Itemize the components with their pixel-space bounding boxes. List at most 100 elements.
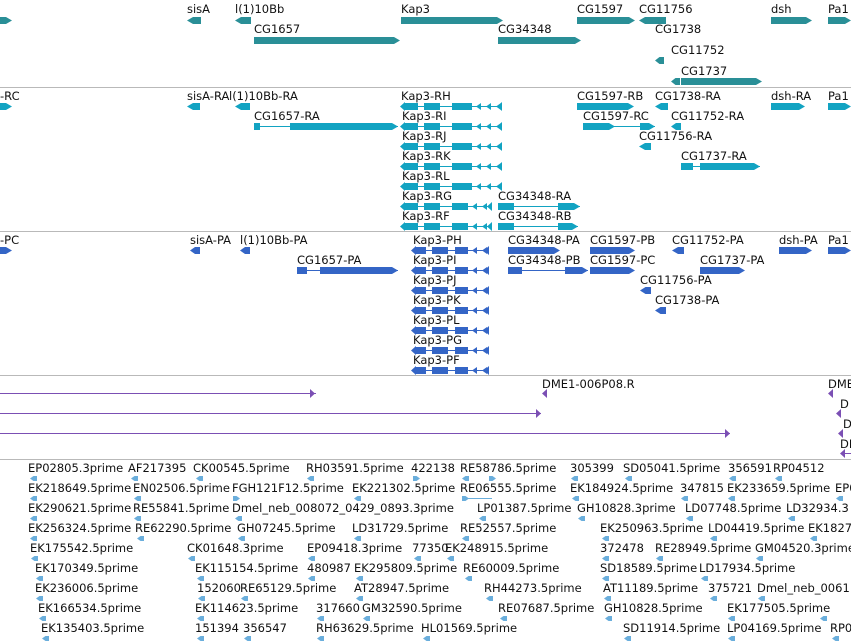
protein-glyph-start[interactable] xyxy=(411,366,416,375)
est-glyph[interactable] xyxy=(602,556,609,561)
est-glyph[interactable] xyxy=(238,536,245,541)
transcript-glyph-tick[interactable] xyxy=(476,163,481,170)
transcript-glyph-start[interactable] xyxy=(400,182,405,191)
protein-glyph-exon[interactable] xyxy=(416,247,426,254)
gene-glyph[interactable] xyxy=(639,17,666,24)
est-label[interactable]: EP09418.3prime xyxy=(307,541,403,555)
est-label[interactable]: LP01387.5prime xyxy=(477,501,572,515)
protein-label[interactable]: CG1597-PC xyxy=(590,253,656,267)
clone-glyph-end[interactable] xyxy=(836,409,841,418)
protein-label[interactable]: l(1)10Bb-PA xyxy=(240,233,308,247)
est-label[interactable]: RE06555.5prime xyxy=(460,481,557,495)
est-label[interactable]: RH63629.5prime xyxy=(316,621,414,635)
est-glyph[interactable] xyxy=(729,476,736,481)
est-label[interactable]: 151394 xyxy=(195,621,239,635)
est-label[interactable]: RE52557.5prime xyxy=(460,521,557,535)
est-glyph[interactable] xyxy=(604,596,611,601)
transcript-label[interactable]: dsh-RA xyxy=(771,89,812,103)
clone-label[interactable]: D xyxy=(840,397,849,411)
transcript-glyph-start[interactable] xyxy=(400,222,405,231)
est-label[interactable]: RE60009.5prime xyxy=(463,561,560,575)
est-glyph[interactable] xyxy=(36,576,43,581)
est-label[interactable]: RE62290.5prime xyxy=(135,521,232,535)
transcript-glyph-tick[interactable] xyxy=(486,103,491,110)
protein-glyph-start[interactable] xyxy=(411,326,416,335)
protein-glyph-exon[interactable] xyxy=(416,287,426,294)
gene-glyph[interactable] xyxy=(401,17,503,24)
clone-glyph-end[interactable] xyxy=(536,409,541,418)
transcript-label[interactable]: Kap3-RK xyxy=(402,149,451,163)
transcript-glyph-exon[interactable] xyxy=(452,223,468,230)
protein-glyph-exon[interactable] xyxy=(416,267,426,274)
protein-glyph[interactable] xyxy=(779,247,812,254)
protein-glyph-exon[interactable] xyxy=(455,247,468,254)
est-label[interactable]: GH10828.5prime xyxy=(604,601,703,615)
protein-label[interactable]: Kap3-PI xyxy=(413,253,457,267)
est-glyph[interactable] xyxy=(307,476,314,481)
protein-label[interactable]: Kap3-PH xyxy=(413,233,462,247)
est-label[interactable]: RP04512 xyxy=(773,461,825,475)
protein-glyph-tick[interactable] xyxy=(472,267,477,274)
transcript-label[interactable]: CG1737-RA xyxy=(681,149,747,163)
protein-glyph-exon[interactable] xyxy=(416,307,426,314)
protein-glyph-end[interactable] xyxy=(484,246,489,255)
est-glyph[interactable] xyxy=(134,496,141,501)
est-label[interactable]: 305399 xyxy=(570,461,614,475)
est-label[interactable]: LP04169.5prime xyxy=(727,621,822,635)
protein-glyph-exon[interactable] xyxy=(455,267,468,274)
est-glyph[interactable] xyxy=(39,616,46,621)
est-glyph[interactable] xyxy=(810,536,817,541)
transcript-glyph-tick[interactable] xyxy=(476,143,481,150)
transcript-glyph-end[interactable] xyxy=(487,202,492,211)
transcript-glyph-exon[interactable] xyxy=(424,123,440,130)
est-label[interactable]: EK233659.5prime xyxy=(727,481,831,495)
est-glyph[interactable] xyxy=(820,616,827,621)
est-glyph[interactable] xyxy=(758,596,765,601)
clone-label[interactable]: D xyxy=(843,417,851,431)
protein-glyph[interactable] xyxy=(590,247,635,254)
est-label[interactable]: AF217395 xyxy=(128,461,187,475)
est-label[interactable]: SD18589.5prime xyxy=(600,561,698,575)
transcript-label[interactable]: Kap3-RG xyxy=(402,189,453,203)
transcript-glyph[interactable] xyxy=(771,103,805,110)
est-label[interactable]: 372478 xyxy=(600,541,644,555)
protein-glyph-end[interactable] xyxy=(484,306,489,315)
protein-label[interactable]: CG1597-PB xyxy=(590,233,656,247)
protein-glyph-end[interactable] xyxy=(484,286,489,295)
protein-glyph-exon[interactable] xyxy=(432,367,448,374)
transcript-glyph-exon[interactable] xyxy=(405,123,418,130)
clone-label[interactable]: DI xyxy=(840,437,851,451)
protein-glyph-exon[interactable] xyxy=(432,347,448,354)
protein-glyph-start[interactable] xyxy=(411,246,416,255)
protein-glyph[interactable] xyxy=(590,267,635,274)
transcript-glyph-exon[interactable] xyxy=(405,103,418,110)
est-label[interactable]: RE07687.5prime xyxy=(498,601,595,615)
est-glyph[interactable] xyxy=(605,616,612,621)
est-glyph[interactable] xyxy=(233,496,240,501)
transcript-glyph[interactable] xyxy=(187,103,200,110)
protein-glyph-tick[interactable] xyxy=(472,247,477,254)
protein-label[interactable]: CG1738-PA xyxy=(655,293,720,307)
protein-glyph-end[interactable] xyxy=(484,266,489,275)
est-label[interactable]: Dmel_neb_008072_0429_0893.3prime xyxy=(232,501,454,515)
transcript-glyph-exon[interactable] xyxy=(452,183,472,190)
est-label[interactable]: AT11189.5prime xyxy=(603,581,699,595)
est-label[interactable]: GM32590.5prime xyxy=(362,601,462,615)
est-label[interactable]: FGH121F12.5prime xyxy=(232,481,344,495)
protein-label[interactable]: dsh-PA xyxy=(779,233,818,247)
transcript-label[interactable]: CG1597-RB xyxy=(577,89,644,103)
est-label[interactable]: GM04520.3prime xyxy=(755,541,851,555)
transcript-label[interactable]: CG1657-RA xyxy=(254,109,320,123)
est-label[interactable]: EK115154.5prime xyxy=(195,561,299,575)
gene-label-CG1738[interactable]: CG1738 xyxy=(655,22,702,36)
transcript-glyph-end[interactable] xyxy=(497,102,502,111)
transcript-label[interactable]: CG34348-RA xyxy=(498,189,572,203)
est-label[interactable]: LD32934.3 xyxy=(786,501,849,515)
est-glyph[interactable] xyxy=(447,556,454,561)
est-glyph[interactable] xyxy=(137,536,144,541)
transcript-glyph[interactable] xyxy=(235,103,250,110)
protein-glyph-tick[interactable] xyxy=(472,307,477,314)
est-label[interactable]: EK1827 xyxy=(808,521,851,535)
transcript-glyph-tick[interactable] xyxy=(476,103,481,110)
transcript-glyph-start[interactable] xyxy=(400,102,405,111)
